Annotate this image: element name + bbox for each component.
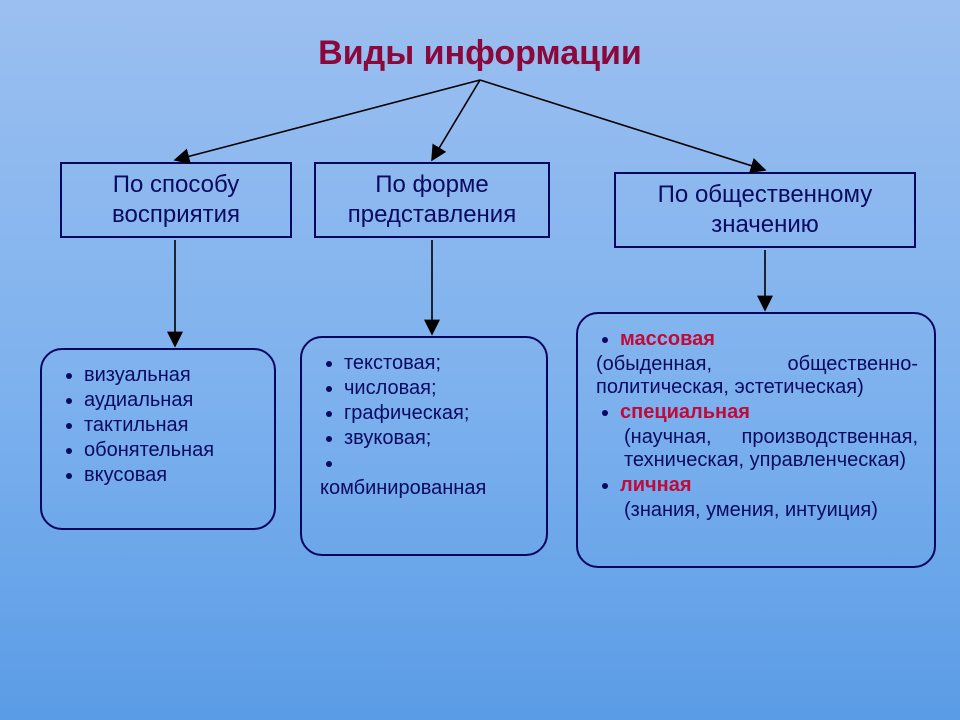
list-item: вкусовая [84, 464, 258, 487]
list-item: текстовая; [344, 352, 530, 375]
list-item [344, 452, 530, 475]
list-item: обонятельная [84, 439, 258, 462]
list-item: комбинированная [320, 477, 530, 500]
list-item: массовая [620, 328, 918, 351]
category-label: По общественномузначению [658, 180, 873, 240]
list-item: визуальная [84, 364, 258, 387]
category-label: По формепредставления [348, 170, 516, 230]
category-box-form: По формепредставления [314, 162, 550, 238]
detail-list-social: массовая(обыденная, общественно-политиче… [596, 328, 918, 522]
list-item: аудиальная [84, 389, 258, 412]
list-item: числовая; [344, 377, 530, 400]
list-item: (знания, умения, интуиция) [620, 499, 918, 522]
list-item: (обыденная, общественно-политическая, эс… [596, 353, 918, 399]
list-item: личная [620, 474, 918, 497]
list-item: графическая; [344, 402, 530, 425]
detail-list-form: текстовая;числовая;графическая;звуковая;… [320, 352, 530, 500]
list-item: звуковая; [344, 427, 530, 450]
list-item: (научная, производственная, техническая,… [620, 426, 918, 472]
diagram-title: Виды информации [0, 34, 960, 73]
category-box-perception: По способувосприятия [60, 162, 292, 238]
detail-box-social: массовая(обыденная, общественно-политиче… [576, 312, 936, 568]
list-item: тактильная [84, 414, 258, 437]
detail-box-perception: визуальнаяаудиальнаятактильнаяобонятельн… [40, 348, 276, 530]
detail-box-form: текстовая;числовая;графическая;звуковая;… [300, 336, 548, 556]
category-box-social: По общественномузначению [614, 172, 916, 248]
detail-list-perception: визуальнаяаудиальнаятактильнаяобонятельн… [60, 364, 258, 487]
slide-root: Виды информации По способувосприятия По … [0, 0, 960, 720]
category-label: По способувосприятия [112, 170, 240, 230]
list-item: специальная [620, 401, 918, 424]
